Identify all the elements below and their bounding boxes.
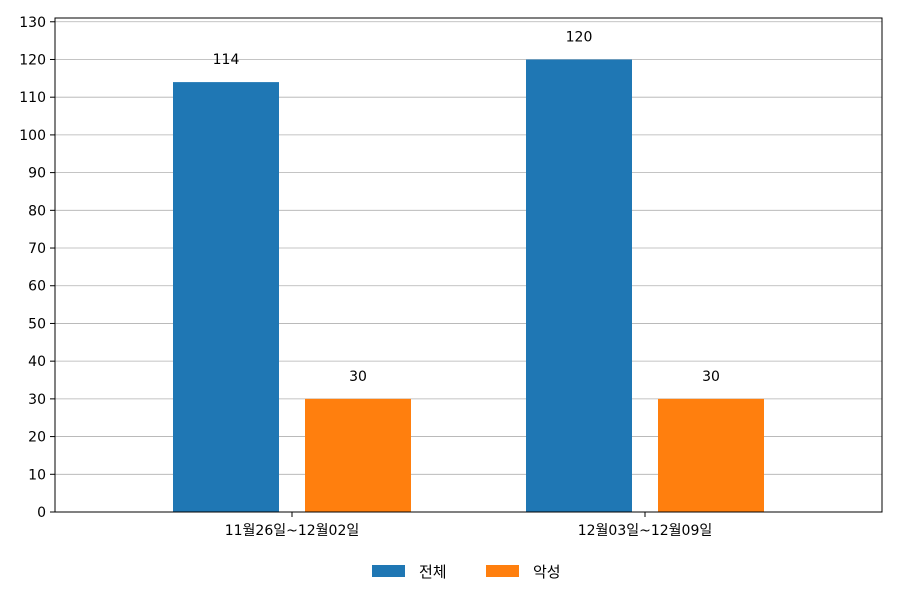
x-tick-label: 12월03일~12월09일 <box>578 523 713 539</box>
bars <box>173 59 764 512</box>
legend-label: 전체 <box>419 563 447 581</box>
x-tick-label: 11월26일~12월02일 <box>225 523 360 539</box>
y-tick-label: 60 <box>28 279 46 295</box>
y-tick-label: 20 <box>28 430 46 446</box>
y-tick-label: 120 <box>19 52 46 68</box>
y-tick-label: 50 <box>28 316 46 332</box>
data-label: 30 <box>702 369 720 385</box>
legend: 전체 악성 <box>372 563 561 581</box>
data-label: 114 <box>213 52 240 68</box>
legend-swatch <box>486 565 519 577</box>
y-tick-label: 80 <box>28 203 46 219</box>
y-tick-label: 70 <box>28 241 46 257</box>
y-tick-label: 100 <box>19 128 46 144</box>
plot-frame <box>54 17 883 513</box>
bar-total <box>173 82 279 512</box>
bar-total <box>526 59 632 512</box>
data-labels: 114 30 120 30 <box>213 29 720 384</box>
y-tick-label: 110 <box>19 90 46 106</box>
y-tick-label: 30 <box>28 392 46 408</box>
bar-malicious <box>305 398 411 512</box>
y-tick-label: 40 <box>28 354 46 370</box>
y-tick-label: 130 <box>19 15 46 31</box>
x-axis: 11월26일~12월02일 12월03일~12월09일 <box>225 512 713 539</box>
y-axis: 0 10 20 30 40 50 60 70 80 90 100 110 120 130 <box>19 15 55 521</box>
data-label: 30 <box>349 369 367 385</box>
data-label: 120 <box>566 29 593 45</box>
y-tick-label: 0 <box>37 505 46 521</box>
y-tick-label: 10 <box>28 467 46 483</box>
legend-swatch <box>372 565 405 577</box>
bar-malicious <box>658 398 764 512</box>
y-tick-label: 90 <box>28 166 46 182</box>
legend-label: 악성 <box>533 563 561 581</box>
